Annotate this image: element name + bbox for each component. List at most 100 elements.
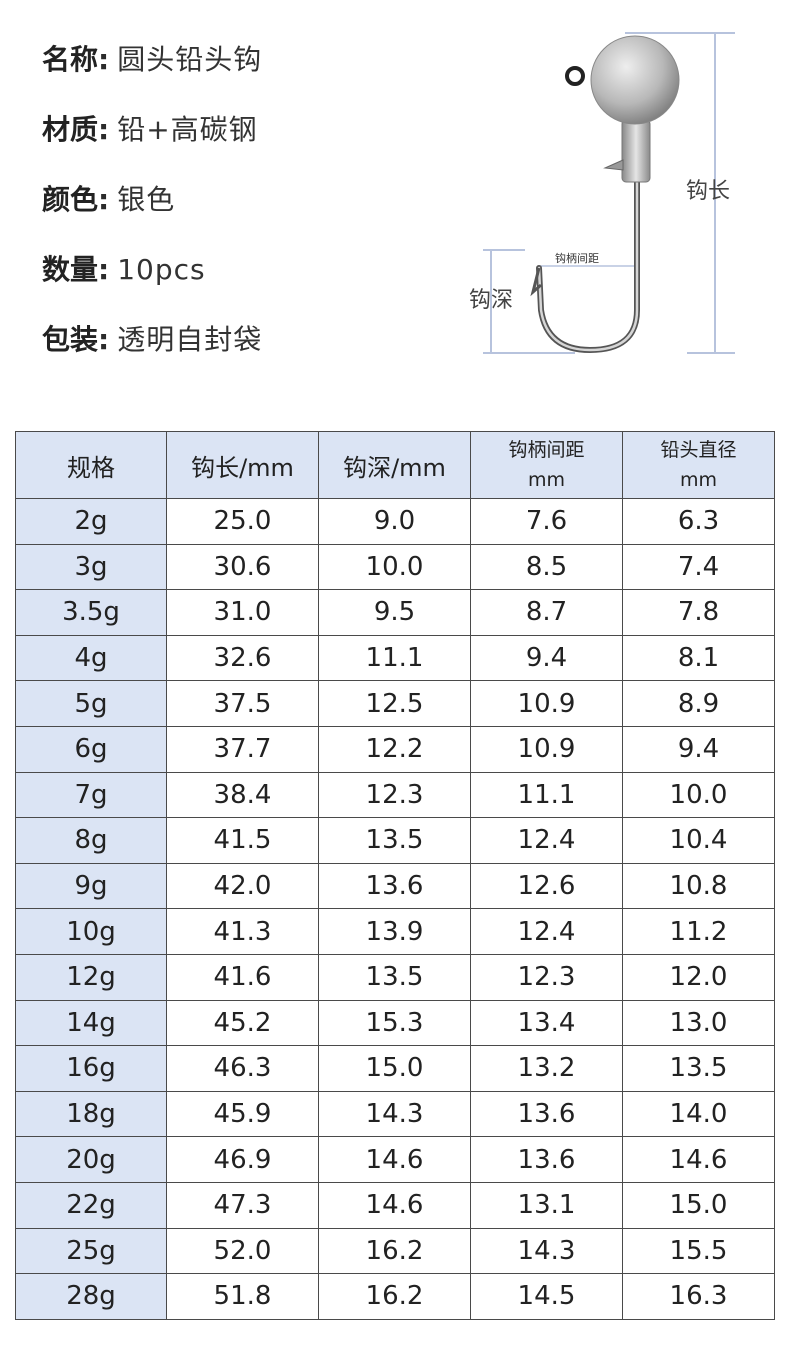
value-cell: 12.2: [318, 725, 471, 773]
value-cell: 8.5: [470, 543, 623, 591]
line-eye: [565, 66, 585, 86]
value-cell: 16.2: [318, 1273, 471, 1320]
value-cell: 9.4: [470, 634, 623, 682]
value-cell: 15.0: [622, 1181, 775, 1229]
value-cell: 12.3: [318, 771, 471, 819]
hook-length-label: 钩长: [686, 179, 730, 204]
value-cell: 12.4: [470, 817, 623, 864]
value-cell: 14.3: [318, 1090, 471, 1138]
table-row: 14g 45.2 15.3 13.4 13.0: [15, 999, 775, 1047]
spec-cell: 3g: [15, 543, 167, 591]
shank-gap-label: 钩柄间距: [555, 251, 599, 265]
table-row: 25g 52.0 16.2 14.3 15.5: [15, 1227, 775, 1275]
value-cell: 7.8: [622, 589, 775, 636]
spec-row-material: 材质: 铅+高碳钢: [42, 108, 262, 178]
value-cell: 46.9: [166, 1136, 319, 1183]
table-row: 10g 41.3 13.9 12.4 11.2: [15, 908, 775, 955]
value-cell: 11.1: [470, 771, 623, 819]
header-spec: 规格: [15, 431, 167, 499]
bait-keeper: [603, 159, 624, 171]
spec-value: 圆头铅头钩: [117, 43, 263, 76]
value-cell: 32.6: [166, 634, 319, 682]
value-cell: 13.5: [318, 817, 471, 864]
spec-value: 银色: [117, 183, 176, 216]
value-cell: 6.3: [622, 498, 775, 545]
value-cell: 13.1: [470, 1181, 623, 1229]
table-header-row: 规格 钩长/mm 钩深/mm 钩柄间距 mm 铅头直径 mm: [15, 431, 775, 499]
spec-row-packaging: 包装: 透明自封袋: [42, 318, 262, 388]
value-cell: 14.0: [622, 1090, 775, 1138]
header-hook-depth: 钩深/mm: [318, 431, 471, 499]
spec-cell: 25g: [15, 1227, 167, 1275]
value-cell: 14.3: [470, 1227, 623, 1275]
hook-wire: [536, 177, 640, 354]
value-cell: 14.6: [622, 1136, 775, 1183]
product-specs: 名称: 圆头铅头钩 材质: 铅+高碳钢 颜色: 银色 数量: 10pcs 包装:…: [42, 38, 262, 388]
spec-cell: 7g: [15, 771, 167, 819]
spec-cell: 4g: [15, 634, 167, 682]
value-cell: 10.9: [470, 725, 623, 773]
value-cell: 15.0: [318, 1045, 471, 1092]
spec-row-name: 名称: 圆头铅头钩: [42, 38, 262, 108]
value-cell: 14.6: [318, 1136, 471, 1183]
value-cell: 8.7: [470, 589, 623, 636]
value-cell: 13.6: [470, 1136, 623, 1183]
value-cell: 38.4: [166, 771, 319, 819]
value-cell: 13.5: [318, 953, 471, 1001]
spec-cell: 6g: [15, 725, 167, 773]
lead-collar: [621, 119, 651, 183]
value-cell: 42.0: [166, 862, 319, 910]
table-row: 7g 38.4 12.3 11.1 10.0: [15, 771, 775, 819]
value-cell: 13.6: [318, 862, 471, 910]
table-row: 3.5g 31.0 9.5 8.7 7.8: [15, 589, 775, 636]
spec-cell: 18g: [15, 1090, 167, 1138]
header-head-diameter: 铅头直径 mm: [622, 431, 775, 499]
table-row: 6g 37.7 12.2 10.9 9.4: [15, 725, 775, 773]
value-cell: 13.9: [318, 908, 471, 955]
shank-gap-dimension: 钩柄间距: [539, 251, 635, 267]
spec-cell: 20g: [15, 1136, 167, 1183]
spec-cell: 8g: [15, 817, 167, 864]
value-cell: 41.6: [166, 953, 319, 1001]
spec-cell: 28g: [15, 1273, 167, 1320]
value-cell: 47.3: [166, 1181, 319, 1229]
value-cell: 13.5: [622, 1045, 775, 1092]
value-cell: 45.2: [166, 999, 319, 1047]
table-row: 2g 25.0 9.0 7.6 6.3: [15, 498, 775, 545]
header-hook-length: 钩长/mm: [166, 431, 319, 499]
spec-row-color: 颜色: 银色: [42, 178, 262, 248]
value-cell: 10.4: [622, 817, 775, 864]
value-cell: 9.5: [318, 589, 471, 636]
value-cell: 10.0: [622, 771, 775, 819]
spec-row-quantity: 数量: 10pcs: [42, 248, 262, 318]
spec-value: 透明自封袋: [117, 323, 263, 356]
value-cell: 14.5: [470, 1273, 623, 1320]
value-cell: 10.8: [622, 862, 775, 910]
value-cell: 11.1: [318, 634, 471, 682]
spec-value: 铅+高碳钢: [117, 113, 258, 146]
table-row: 18g 45.9 14.3 13.6 14.0: [15, 1090, 775, 1138]
spec-key: 名称: [42, 43, 99, 76]
value-cell: 12.5: [318, 680, 471, 727]
lead-head: [590, 35, 680, 125]
hook-depth-label: 钩深: [469, 288, 513, 313]
value-cell: 15.3: [318, 999, 471, 1047]
table-row: 22g 47.3 14.6 13.1 15.0: [15, 1181, 775, 1229]
spec-cell: 2g: [15, 498, 167, 545]
table-row: 8g 41.5 13.5 12.4 10.4: [15, 817, 775, 864]
value-cell: 9.0: [318, 498, 471, 545]
value-cell: 8.1: [622, 634, 775, 682]
value-cell: 37.7: [166, 725, 319, 773]
value-cell: 16.2: [318, 1227, 471, 1275]
value-cell: 13.2: [470, 1045, 623, 1092]
jig-hook-diagram: 钩长 钩深 钩柄间距: [469, 32, 735, 354]
table-row: 5g 37.5 12.5 10.9 8.9: [15, 680, 775, 727]
spec-key: 包装: [42, 323, 99, 356]
spec-value: 10pcs: [117, 253, 206, 286]
table-row: 16g 46.3 15.0 13.2 13.5: [15, 1045, 775, 1092]
spec-cell: 12g: [15, 953, 167, 1001]
value-cell: 46.3: [166, 1045, 319, 1092]
spec-cell: 10g: [15, 908, 167, 955]
value-cell: 12.4: [470, 908, 623, 955]
value-cell: 12.3: [470, 953, 623, 1001]
